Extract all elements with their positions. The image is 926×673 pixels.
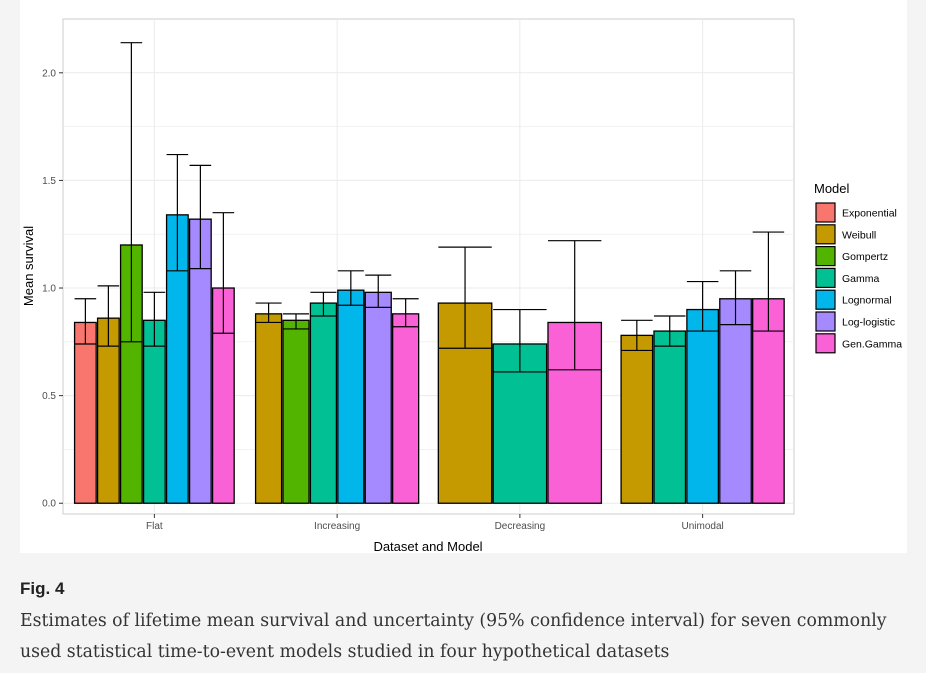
y-tick-label: 2.0 — [42, 68, 56, 79]
bar — [254, 313, 283, 504]
legend-swatch — [815, 246, 836, 267]
bar — [282, 319, 310, 504]
x-axis-title: Dataset and Model — [373, 539, 482, 553]
bar — [337, 289, 365, 504]
bar — [653, 330, 687, 504]
legend-swatch — [815, 311, 836, 332]
figure-caption: Estimates of lifetime mean survival and … — [20, 611, 887, 662]
figure-panel: Flat Increasing Decreasing Unimodal 0.0 0.5 1.… — [20, 0, 907, 553]
y-tick-label: 0.5 — [42, 391, 56, 402]
axis-ticks: Flat Increasing Decreasing Unimodal 0.0 0.5 1.… — [42, 68, 724, 532]
x-tick-label: Decreasing — [495, 521, 546, 532]
chart-svg: Flat Increasing Decreasing Unimodal 0.0 0.5 1.… — [21, 18, 902, 553]
y-tick-label: 1.5 — [42, 176, 56, 187]
legend-items: Exponential Weibull Gompertz Gamma Lognormal… — [815, 202, 902, 354]
bar — [719, 298, 752, 504]
x-tick-label: Unimodal — [682, 521, 724, 532]
legend-label: Lognormal — [842, 295, 892, 307]
bar — [73, 321, 97, 504]
legend-label: Exponential — [842, 208, 897, 220]
legend-swatch — [815, 202, 836, 223]
y-axis-title: Mean survival — [21, 226, 36, 306]
bar — [686, 308, 720, 504]
legend-swatch — [815, 333, 836, 354]
bar — [620, 334, 654, 504]
bar — [752, 298, 785, 504]
legend-swatch — [815, 289, 836, 310]
legend-title: Model — [814, 181, 850, 196]
y-tick-label: 0.0 — [42, 499, 56, 510]
legend: Model Exponential Weibull Gompertz Gamma Log… — [814, 181, 902, 354]
x-tick-label: Flat — [146, 521, 163, 532]
legend-swatch — [815, 224, 836, 245]
bar — [364, 291, 392, 504]
error-bars — [74, 42, 785, 373]
legend-label: Gen.Gamma — [842, 338, 902, 350]
bar — [142, 319, 166, 504]
bar — [391, 313, 420, 504]
x-tick-label: Increasing — [314, 521, 360, 532]
legend-label: Weibull — [842, 229, 876, 241]
figure-label: Fig. 4 — [20, 579, 65, 598]
legend-label: Log-logistic — [842, 317, 895, 329]
y-tick-label: 1.0 — [42, 284, 56, 295]
legend-label: Gamma — [842, 273, 880, 285]
legend-swatch — [815, 267, 836, 288]
bar — [309, 302, 338, 504]
legend-label: Gompertz — [842, 251, 888, 263]
